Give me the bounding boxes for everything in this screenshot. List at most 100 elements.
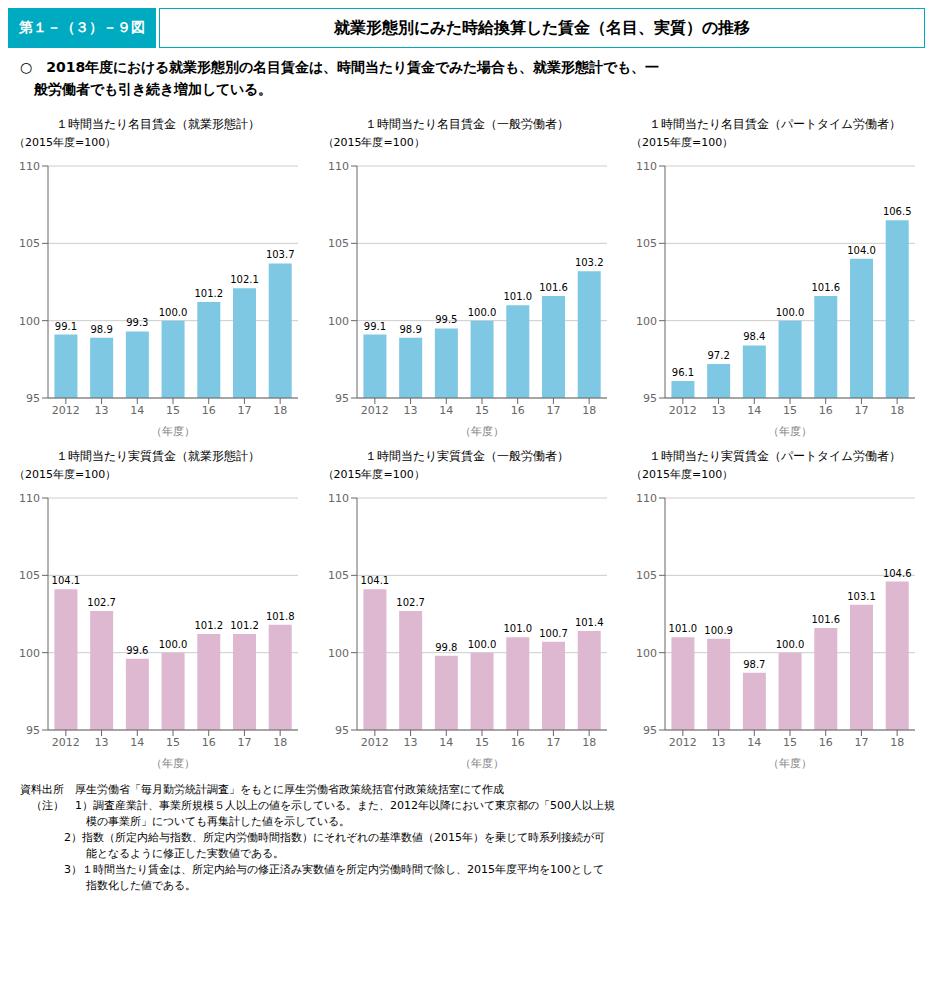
svg-text:100.0: 100.0 xyxy=(159,639,188,650)
svg-text:17: 17 xyxy=(854,404,868,417)
svg-text:2012: 2012 xyxy=(360,404,388,417)
svg-text:110: 110 xyxy=(328,160,349,173)
svg-text:17: 17 xyxy=(546,736,560,749)
svg-text:13: 13 xyxy=(712,736,726,749)
svg-text:99.1: 99.1 xyxy=(363,321,385,332)
svg-text:13: 13 xyxy=(95,404,109,417)
svg-text:96.1: 96.1 xyxy=(672,367,694,378)
svg-text:（年度）: （年度） xyxy=(151,757,195,770)
svg-text:100.0: 100.0 xyxy=(159,307,188,318)
svg-text:95: 95 xyxy=(643,724,657,737)
svg-text:17: 17 xyxy=(237,736,251,749)
svg-text:98.9: 98.9 xyxy=(91,324,113,335)
svg-text:16: 16 xyxy=(510,736,524,749)
svg-text:101.8: 101.8 xyxy=(266,611,295,622)
svg-text:101.6: 101.6 xyxy=(539,282,568,293)
svg-text:104.6: 104.6 xyxy=(883,568,912,579)
svg-text:14: 14 xyxy=(439,404,453,417)
svg-text:101.6: 101.6 xyxy=(811,614,840,625)
svg-text:14: 14 xyxy=(130,404,144,417)
svg-text:101.0: 101.0 xyxy=(669,623,698,634)
svg-text:100: 100 xyxy=(19,647,40,660)
svg-text:（年度）: （年度） xyxy=(460,757,504,770)
svg-text:2012: 2012 xyxy=(360,736,388,749)
svg-text:18: 18 xyxy=(890,404,904,417)
svg-text:14: 14 xyxy=(439,736,453,749)
svg-text:100: 100 xyxy=(636,315,657,328)
svg-text:16: 16 xyxy=(202,736,216,749)
svg-text:104.1: 104.1 xyxy=(52,575,81,586)
svg-text:2012: 2012 xyxy=(669,736,697,749)
svg-text:101.4: 101.4 xyxy=(574,617,603,628)
svg-text:98.9: 98.9 xyxy=(399,324,421,335)
svg-text:101.6: 101.6 xyxy=(811,282,840,293)
svg-text:105: 105 xyxy=(636,237,657,250)
svg-text:103.1: 103.1 xyxy=(847,591,876,602)
svg-text:13: 13 xyxy=(95,736,109,749)
svg-text:95: 95 xyxy=(335,724,349,737)
svg-text:97.2: 97.2 xyxy=(708,350,730,361)
svg-text:100: 100 xyxy=(328,647,349,660)
svg-text:101.0: 101.0 xyxy=(503,291,532,302)
svg-text:99.1: 99.1 xyxy=(55,321,77,332)
svg-text:95: 95 xyxy=(26,392,40,405)
svg-text:99.6: 99.6 xyxy=(126,645,148,656)
svg-text:100: 100 xyxy=(636,647,657,660)
svg-text:15: 15 xyxy=(166,736,180,749)
svg-text:100.0: 100.0 xyxy=(776,639,805,650)
svg-text:100.0: 100.0 xyxy=(467,639,496,650)
svg-text:95: 95 xyxy=(643,392,657,405)
svg-text:14: 14 xyxy=(130,736,144,749)
svg-text:104.1: 104.1 xyxy=(360,575,389,586)
svg-text:99.5: 99.5 xyxy=(435,314,457,325)
svg-text:15: 15 xyxy=(783,404,797,417)
svg-text:105: 105 xyxy=(19,237,40,250)
svg-text:95: 95 xyxy=(335,392,349,405)
svg-text:100: 100 xyxy=(19,315,40,328)
svg-text:99.3: 99.3 xyxy=(126,317,148,328)
svg-text:2012: 2012 xyxy=(52,736,80,749)
svg-text:98.7: 98.7 xyxy=(743,659,765,670)
svg-text:105: 105 xyxy=(19,569,40,582)
svg-text:18: 18 xyxy=(582,404,596,417)
svg-text:15: 15 xyxy=(783,736,797,749)
svg-text:110: 110 xyxy=(636,160,657,173)
svg-text:100.0: 100.0 xyxy=(467,307,496,318)
svg-text:18: 18 xyxy=(273,404,287,417)
svg-text:100.7: 100.7 xyxy=(539,628,568,639)
svg-text:17: 17 xyxy=(237,404,251,417)
svg-text:105: 105 xyxy=(328,569,349,582)
svg-text:110: 110 xyxy=(19,492,40,505)
svg-text:18: 18 xyxy=(273,736,287,749)
svg-text:100: 100 xyxy=(328,315,349,328)
svg-text:100.9: 100.9 xyxy=(704,625,733,636)
svg-text:110: 110 xyxy=(328,492,349,505)
svg-text:103.2: 103.2 xyxy=(574,257,603,268)
svg-text:（年度）: （年度） xyxy=(151,425,195,438)
svg-text:18: 18 xyxy=(890,736,904,749)
svg-text:105: 105 xyxy=(328,237,349,250)
svg-text:110: 110 xyxy=(636,492,657,505)
svg-text:（年度）: （年度） xyxy=(460,425,504,438)
svg-text:17: 17 xyxy=(546,404,560,417)
svg-text:100.0: 100.0 xyxy=(776,307,805,318)
svg-text:13: 13 xyxy=(712,404,726,417)
svg-text:101.2: 101.2 xyxy=(230,620,259,631)
svg-text:106.5: 106.5 xyxy=(883,206,912,217)
svg-text:13: 13 xyxy=(403,736,417,749)
svg-text:（年度）: （年度） xyxy=(768,425,812,438)
svg-text:16: 16 xyxy=(819,736,833,749)
svg-text:99.8: 99.8 xyxy=(435,642,457,653)
svg-text:102.1: 102.1 xyxy=(230,274,259,285)
svg-text:16: 16 xyxy=(819,404,833,417)
svg-text:102.7: 102.7 xyxy=(396,597,425,608)
svg-text:101.2: 101.2 xyxy=(194,620,223,631)
svg-text:102.7: 102.7 xyxy=(87,597,116,608)
svg-text:98.4: 98.4 xyxy=(743,331,765,342)
svg-text:110: 110 xyxy=(19,160,40,173)
svg-text:16: 16 xyxy=(202,404,216,417)
svg-text:17: 17 xyxy=(854,736,868,749)
svg-text:18: 18 xyxy=(582,736,596,749)
svg-text:14: 14 xyxy=(747,736,761,749)
svg-text:101.0: 101.0 xyxy=(503,623,532,634)
